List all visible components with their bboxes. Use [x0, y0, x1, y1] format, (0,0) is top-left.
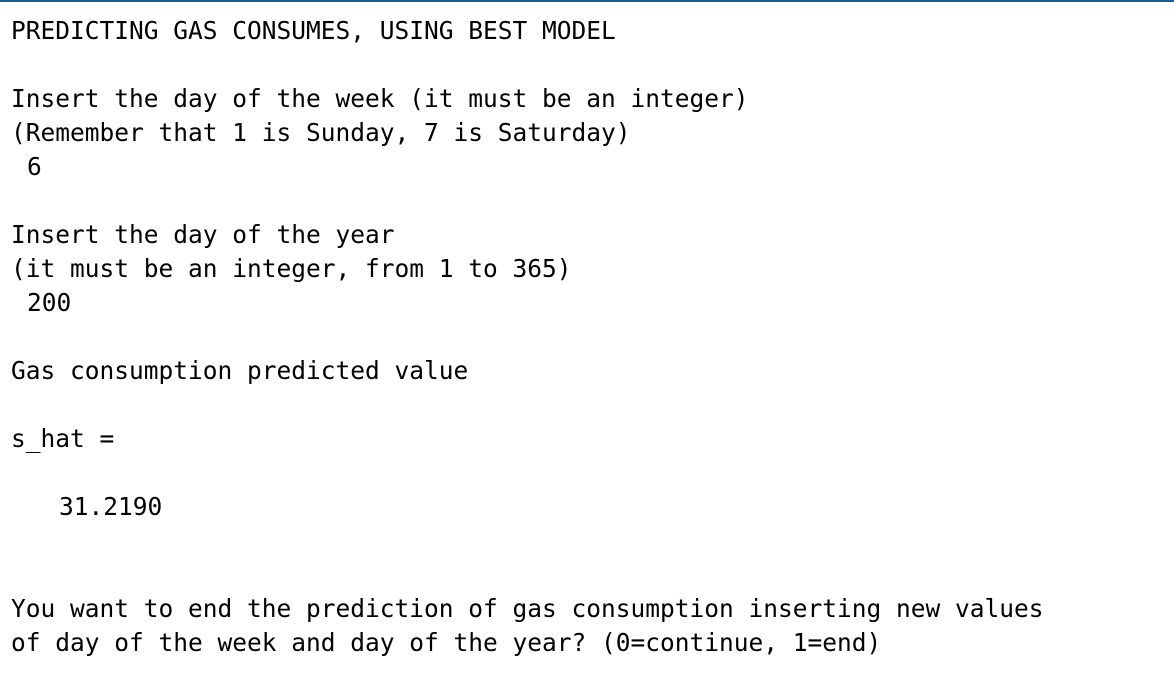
week-prompt-line-2: (Remember that 1 is Sunday, 7 is Saturda… — [11, 118, 631, 147]
week-prompt-line-1: Insert the day of the week (it must be a… — [11, 84, 749, 113]
year-input-value: 200 — [27, 288, 72, 317]
end-prompt-line-2: of day of the week and day of the year? … — [11, 628, 882, 657]
variable-assignment: s_hat = — [11, 424, 115, 453]
program-heading: PREDICTING GAS CONSUMES, USING BEST MODE… — [11, 16, 616, 45]
predicted-value: 31.2190 — [59, 492, 163, 521]
year-prompt-line-1: Insert the day of the year — [11, 220, 395, 249]
week-input-value: 6 — [27, 152, 42, 181]
result-label: Gas consumption predicted value — [11, 356, 469, 385]
end-prompt-line-1: You want to end the prediction of gas co… — [11, 594, 1044, 623]
year-prompt-line-2: (it must be an integer, from 1 to 365) — [11, 254, 572, 283]
